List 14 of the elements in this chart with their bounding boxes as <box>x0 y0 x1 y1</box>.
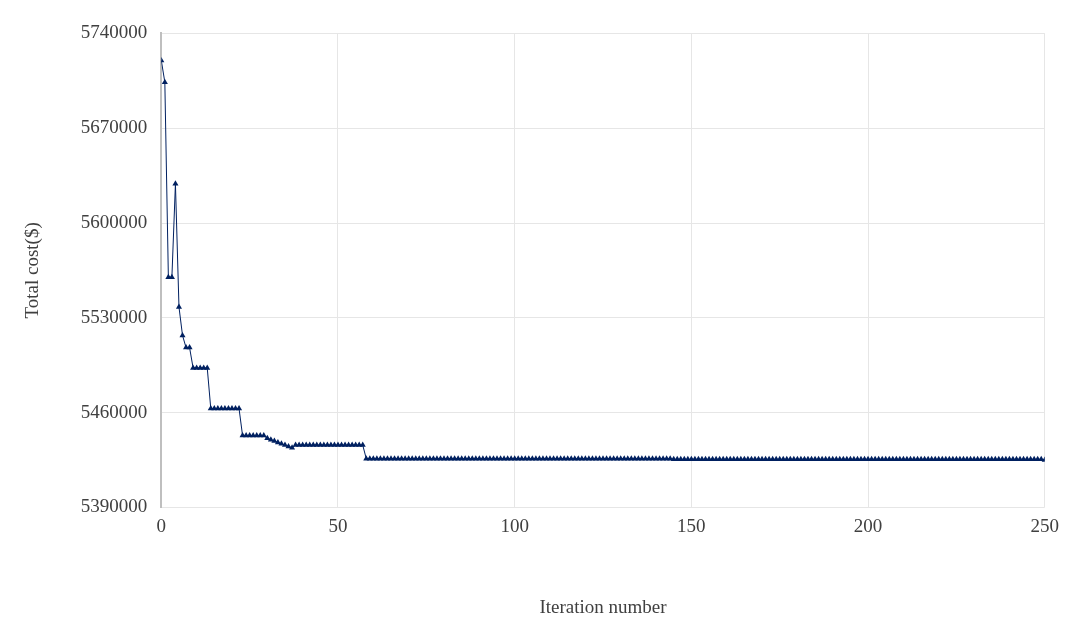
x-tick-label: 150 <box>677 514 706 536</box>
x-tick-label: 200 <box>853 514 883 536</box>
x-tick-label: 100 <box>500 514 529 536</box>
x-tick-label: 50 <box>328 514 348 536</box>
y-axis-title: Total cost($) <box>21 222 44 319</box>
y-tick-label: 5670000 <box>80 116 148 138</box>
y-tick-label: 5390000 <box>80 495 148 517</box>
y-tick-label: 5740000 <box>80 21 148 43</box>
y-tick-label: 5460000 <box>80 400 148 422</box>
x-tick-label: 250 <box>1030 514 1059 536</box>
x-tick-label: 0 <box>156 514 167 536</box>
x-axis-title: Iteration number <box>539 595 668 617</box>
y-tick-label: 5600000 <box>80 210 148 232</box>
y-tick-label: 5530000 <box>80 305 148 327</box>
